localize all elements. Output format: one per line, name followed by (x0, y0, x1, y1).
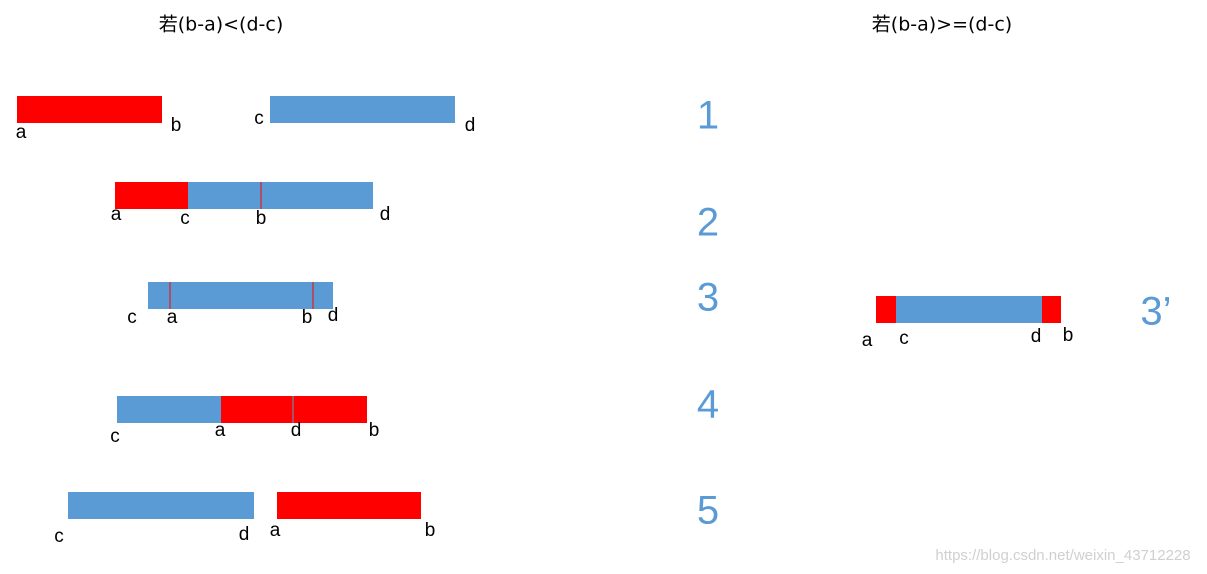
point-label: d (239, 524, 250, 545)
point-label: a (16, 122, 27, 143)
interval-cd (270, 96, 455, 123)
point-label: b (1063, 325, 1074, 346)
interval-cd (148, 282, 333, 309)
point-label: b (425, 520, 436, 541)
left-title: 若(b-a)<(d-c) (159, 14, 284, 36)
point-label: c (127, 307, 137, 328)
point-label: a (111, 204, 122, 225)
case-number: 4 (697, 383, 719, 427)
point-label: d (291, 420, 302, 441)
point-label: b (171, 115, 182, 136)
case-number: 1 (697, 94, 719, 138)
point-label: d (380, 204, 391, 225)
interval-ab (17, 96, 162, 123)
point-label: b (256, 208, 267, 229)
interval-ab (876, 296, 896, 323)
point-label: d (328, 305, 339, 326)
point-label: c (899, 328, 909, 349)
interval-cd (896, 296, 1042, 323)
interval-ab (221, 396, 367, 423)
point-label: c (254, 108, 264, 129)
case-number: 5 (697, 489, 719, 533)
point-label: c (110, 426, 120, 447)
point-label: b (302, 307, 313, 328)
point-label: a (862, 330, 873, 351)
point-label: b (369, 420, 380, 441)
case-number: 2 (697, 201, 719, 245)
case-number: 3 (697, 276, 719, 320)
point-label: c (180, 208, 190, 229)
interval-cd (68, 492, 254, 519)
point-label: d (1031, 326, 1042, 347)
interval-cd (188, 182, 373, 209)
right-title: 若(b-a)>=(d-c) (872, 14, 1012, 36)
interval-ab (1042, 296, 1061, 323)
interval-cd (117, 396, 221, 423)
point-label: d (465, 115, 476, 136)
interval-ab (115, 182, 188, 209)
interval-ab (277, 492, 421, 519)
point-label: a (270, 520, 281, 541)
point-label: a (215, 420, 226, 441)
case-number: 3’ (1140, 290, 1171, 334)
point-label: c (54, 526, 64, 547)
watermark: https://blog.csdn.net/weixin_43712228 (935, 547, 1190, 564)
point-label: a (167, 307, 178, 328)
